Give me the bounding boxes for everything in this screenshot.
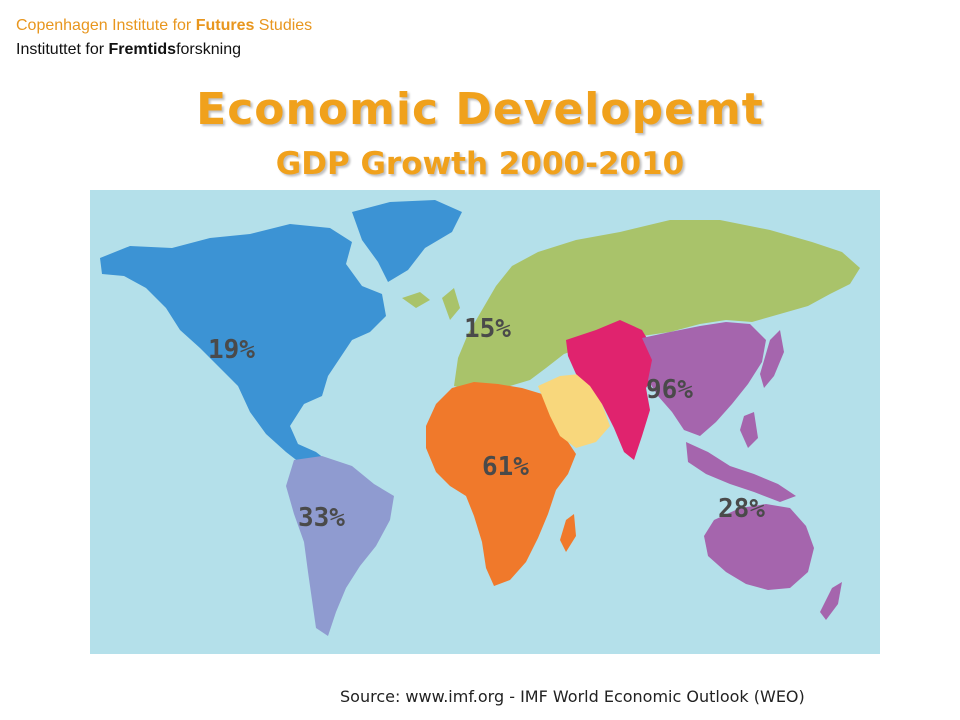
region-greenland xyxy=(352,200,462,282)
region-uk xyxy=(442,288,460,320)
region-iceland xyxy=(402,292,430,308)
institute-da-part1: Instituttet for xyxy=(16,41,109,58)
page-subtitle: GDP Growth 2000-2010 xyxy=(275,146,685,182)
label-europe-russia: 15% xyxy=(464,314,511,344)
institute-en-part2: Studies xyxy=(254,17,313,34)
region-southeast-asia xyxy=(686,442,796,502)
source-note: Source: www.imf.org - IMF World Economic… xyxy=(340,687,805,706)
region-middle-east xyxy=(538,374,610,448)
region-japan xyxy=(760,330,784,388)
institute-da-bold: Fremtids xyxy=(108,41,177,58)
institute-name-english: Copenhagen Institute for Futures Studies xyxy=(16,16,312,36)
institute-en-bold: Futures xyxy=(195,17,255,34)
region-south-america xyxy=(286,456,394,636)
region-east-asia xyxy=(642,322,766,436)
region-philippines xyxy=(740,412,758,448)
region-australia xyxy=(704,504,814,590)
institute-da-part2: forskning xyxy=(176,41,241,58)
region-central-south-asia xyxy=(566,320,658,460)
world-map-svg xyxy=(90,190,880,654)
region-madagascar xyxy=(560,514,576,552)
page-title: Economic Developemt xyxy=(196,84,764,135)
region-africa xyxy=(426,382,576,586)
label-north-america: 19% xyxy=(208,335,255,365)
world-map: 19% 33% 15% 61% 96% 28% xyxy=(90,190,880,654)
label-south-america: 33% xyxy=(298,503,345,533)
label-oceania: 28% xyxy=(718,494,765,524)
region-north-america xyxy=(100,224,386,490)
label-africa: 61% xyxy=(482,452,529,482)
region-europe-russia xyxy=(454,220,860,390)
label-east-asia: 96% xyxy=(646,375,693,405)
institute-en-part1: Copenhagen Institute for xyxy=(16,17,196,34)
region-new-zealand xyxy=(820,582,842,620)
institute-name-danish: Instituttet for Fremtidsforskning xyxy=(16,40,241,60)
